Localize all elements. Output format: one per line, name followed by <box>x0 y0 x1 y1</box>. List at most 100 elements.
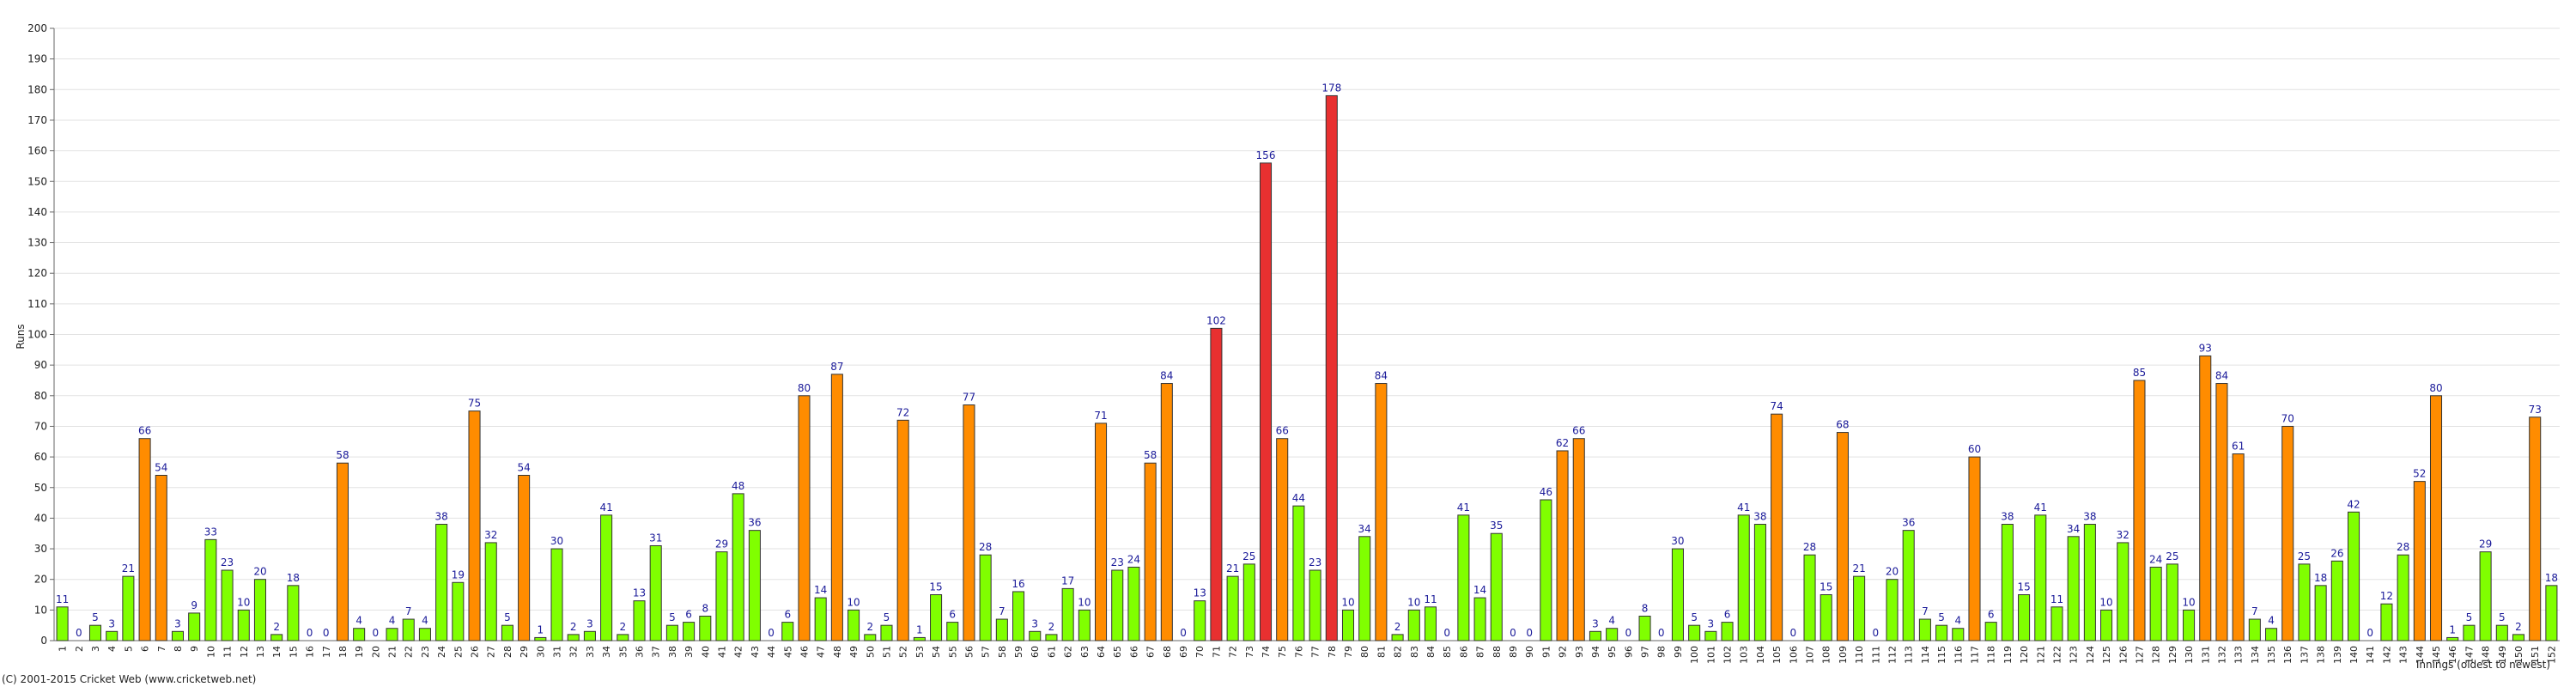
value-label: 3 <box>1592 617 1599 629</box>
x-tick-label: 64 <box>1096 646 1107 658</box>
value-label: 30 <box>550 535 563 547</box>
x-tick-label: 36 <box>635 646 646 658</box>
bar <box>2397 554 2409 641</box>
x-tick-label: 80 <box>1359 646 1370 658</box>
value-label: 10 <box>1078 596 1091 608</box>
bar <box>748 530 761 641</box>
x-tick-label: 22 <box>404 646 415 658</box>
x-tick-label: 54 <box>931 646 942 658</box>
bar <box>2348 511 2360 641</box>
x-tick-label: 87 <box>1475 646 1486 658</box>
bar <box>122 575 135 641</box>
bar <box>880 624 893 641</box>
bar <box>633 600 646 641</box>
bar <box>2133 380 2146 641</box>
x-tick-label: 84 <box>1425 646 1437 658</box>
x-tick-label: 133 <box>2233 646 2245 664</box>
bar <box>1803 554 1816 641</box>
value-label: 5 <box>1691 611 1698 623</box>
value-label: 0 <box>1526 627 1533 639</box>
value-label: 13 <box>1194 587 1206 599</box>
x-tick-label: 5 <box>123 646 134 652</box>
x-tick-label: 108 <box>1821 646 1832 664</box>
x-tick-label: 125 <box>2101 646 2112 664</box>
value-label: 85 <box>2133 367 2146 379</box>
value-label: 28 <box>1803 541 1816 553</box>
value-label: 34 <box>1358 523 1371 535</box>
bar <box>1836 432 1849 641</box>
x-tick-label: 51 <box>881 646 892 658</box>
x-tick-label: 105 <box>1771 646 1783 664</box>
value-label: 72 <box>896 406 909 418</box>
x-tick-label: 67 <box>1145 646 1157 658</box>
x-tick-label: 95 <box>1607 646 1618 658</box>
x-tick-label: 53 <box>914 646 926 658</box>
value-label: 11 <box>56 593 69 605</box>
value-label: 29 <box>715 538 728 550</box>
bar <box>2545 585 2558 641</box>
value-label: 5 <box>504 611 511 623</box>
value-label: 21 <box>122 562 135 575</box>
bar <box>1325 94 1338 641</box>
bar <box>1886 579 1899 641</box>
x-tick-label: 26 <box>470 646 481 658</box>
value-label: 71 <box>1094 410 1107 422</box>
x-tick-label: 112 <box>1887 646 1899 664</box>
value-label: 0 <box>1872 627 1879 639</box>
bar <box>830 374 843 641</box>
x-tick-label: 107 <box>1805 646 1816 664</box>
x-tick-label: 115 <box>1936 646 1947 664</box>
y-tick-label: 40 <box>34 512 47 524</box>
bar <box>2100 609 2113 641</box>
x-tick-label: 45 <box>782 646 793 658</box>
value-label: 15 <box>929 581 942 593</box>
x-tick-label: 101 <box>1705 646 1716 664</box>
x-tick-label: 76 <box>1293 646 1304 658</box>
x-tick-label: 141 <box>2365 646 2376 664</box>
y-tick-label: 190 <box>27 53 47 65</box>
value-label: 54 <box>155 461 167 473</box>
x-tick-label: 130 <box>2184 646 2195 664</box>
value-label: 23 <box>1309 556 1321 568</box>
x-tick-label: 72 <box>1228 646 1239 658</box>
x-tick-label: 116 <box>1953 646 1964 664</box>
value-label: 46 <box>1540 486 1552 498</box>
bar <box>204 538 217 641</box>
value-label: 21 <box>1852 562 1865 575</box>
x-tick-label: 13 <box>255 646 266 658</box>
value-label: 35 <box>1490 520 1503 532</box>
bar <box>2183 609 2196 641</box>
x-tick-label: 37 <box>651 646 662 658</box>
bar <box>2018 594 2031 641</box>
x-tick-label: 46 <box>799 646 810 658</box>
x-tick-label: 49 <box>848 646 860 658</box>
x-tick-label: 4 <box>106 646 118 652</box>
x-tick-label: 6 <box>140 646 151 652</box>
bar <box>402 618 415 641</box>
value-label: 42 <box>2347 498 2360 510</box>
value-label: 38 <box>434 511 447 523</box>
bar <box>798 395 811 641</box>
value-label: 2 <box>619 621 626 633</box>
x-tick-label: 147 <box>2464 646 2475 664</box>
x-tick-label: 113 <box>1904 646 1915 664</box>
x-tick-label: 52 <box>898 646 909 658</box>
x-tick-label: 91 <box>1540 646 1552 658</box>
y-tick-label: 140 <box>27 206 47 218</box>
x-tick-label: 42 <box>733 646 744 658</box>
bar <box>468 410 481 641</box>
value-label: 15 <box>2017 581 2030 593</box>
value-label: 33 <box>204 526 217 538</box>
x-tick-label: 69 <box>1178 646 1189 658</box>
x-tick-label: 139 <box>2332 646 2343 664</box>
x-tick-label: 2 <box>74 646 85 652</box>
value-label: 38 <box>2083 511 2096 523</box>
x-tick-label: 58 <box>997 646 1008 658</box>
value-label: 0 <box>76 627 82 639</box>
x-tick-label: 47 <box>816 646 827 658</box>
x-tick-label: 128 <box>2151 646 2162 664</box>
value-label: 0 <box>1443 627 1450 639</box>
y-tick-label: 120 <box>27 267 47 279</box>
bar <box>732 493 744 641</box>
